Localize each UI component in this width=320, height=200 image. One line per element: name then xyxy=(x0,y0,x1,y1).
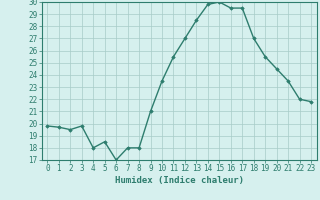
X-axis label: Humidex (Indice chaleur): Humidex (Indice chaleur) xyxy=(115,176,244,185)
